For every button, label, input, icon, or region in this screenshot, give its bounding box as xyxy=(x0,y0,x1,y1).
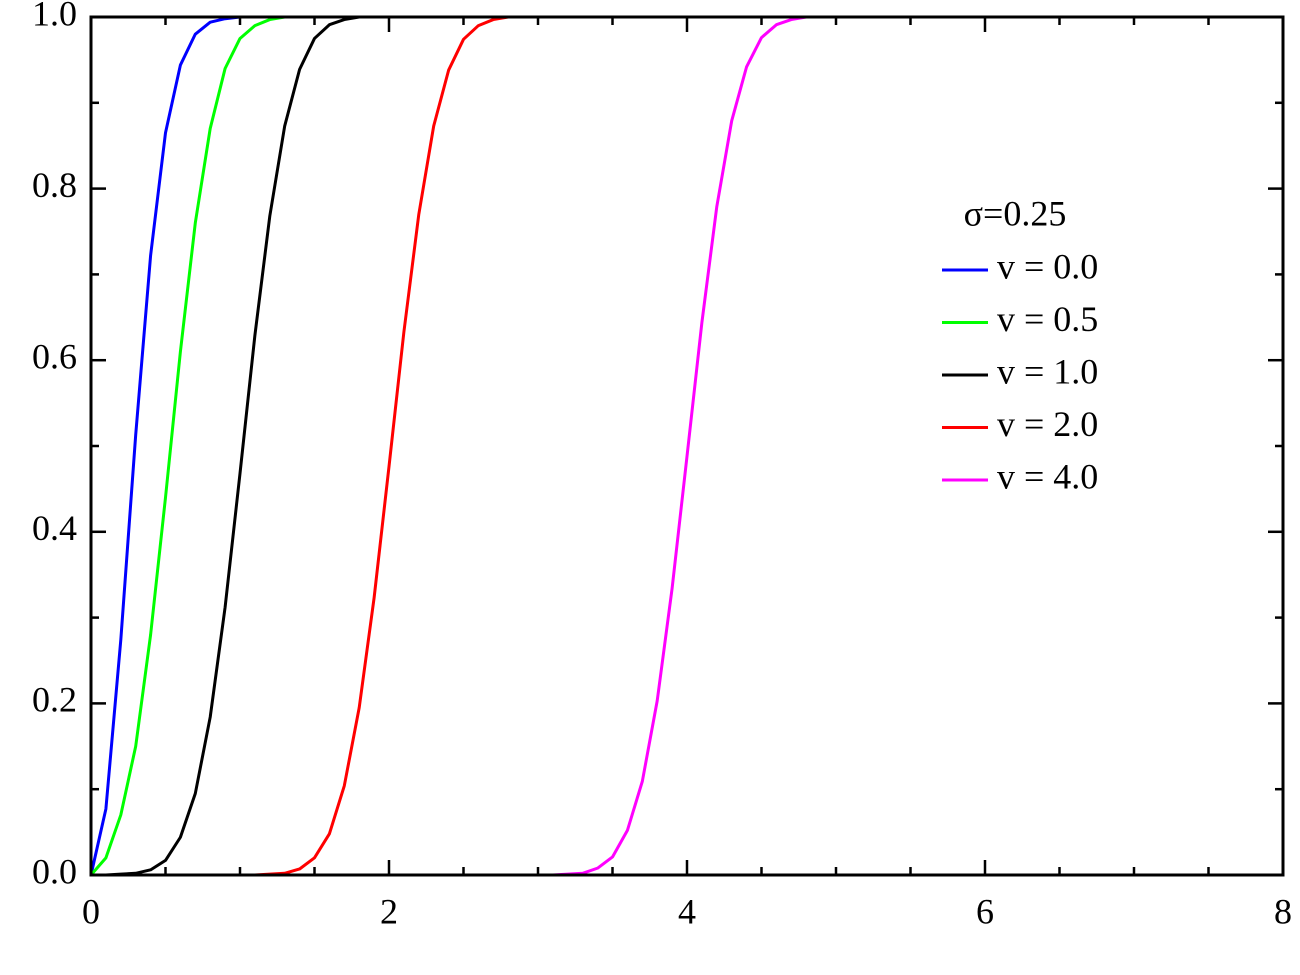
x-tick-label: 8 xyxy=(1274,891,1292,931)
legend-title: σ=0.25 xyxy=(964,193,1067,233)
y-tick-label: 0.8 xyxy=(32,165,77,205)
y-tick-label: 0.4 xyxy=(32,508,77,548)
x-tick-label: 4 xyxy=(678,891,696,931)
y-tick-label: 0.2 xyxy=(32,680,77,720)
x-tick-label: 2 xyxy=(380,891,398,931)
series-line xyxy=(91,15,1283,877)
y-tick-label: 0.0 xyxy=(32,851,77,891)
x-tick-label: 0 xyxy=(82,891,100,931)
legend-label: v = 0.5 xyxy=(997,299,1098,339)
legend-label: v = 2.0 xyxy=(997,404,1098,444)
legend-label: v = 1.0 xyxy=(997,351,1098,391)
x-tick-label: 6 xyxy=(976,891,994,931)
legend-label: v = 4.0 xyxy=(997,456,1098,496)
y-tick-label: 1.0 xyxy=(32,0,77,33)
y-tick-label: 0.6 xyxy=(32,336,77,376)
legend-label: v = 0.0 xyxy=(997,246,1098,286)
